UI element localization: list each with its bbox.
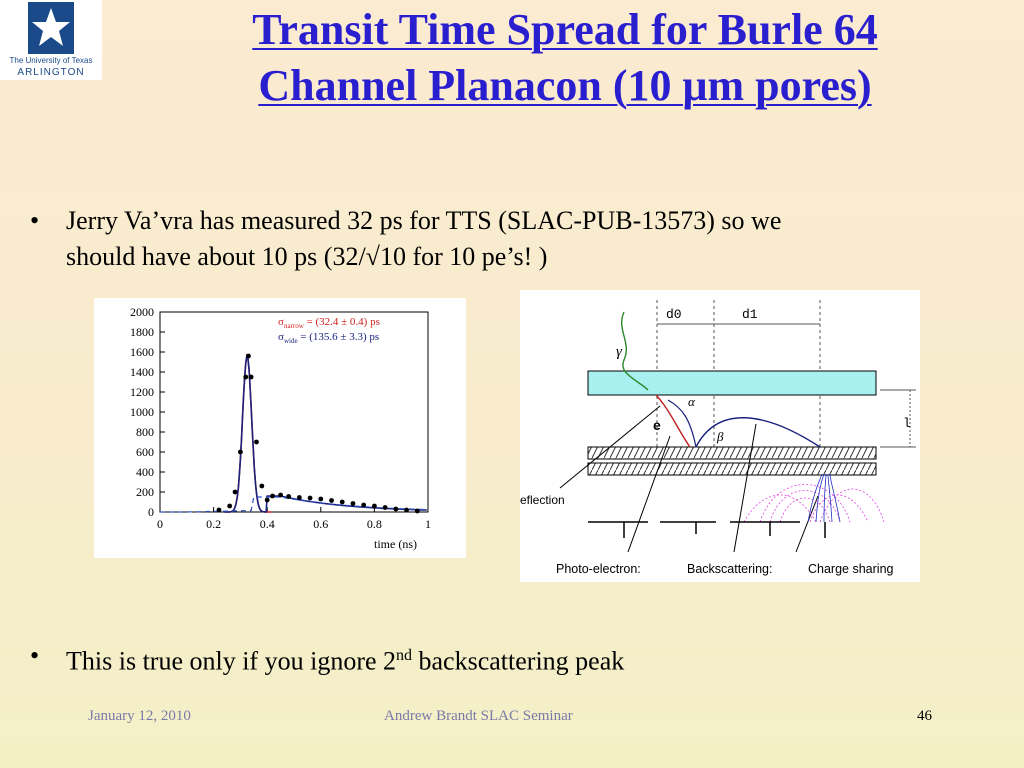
data-point <box>307 495 313 501</box>
pointer-line <box>627 435 671 553</box>
mcp-diagram: d0 d1 l γ α β e eflection Photo-electron… <box>520 290 920 582</box>
title-line1: Transit Time Spread for Burle 64 <box>252 5 878 54</box>
data-point <box>246 353 251 359</box>
bullet2-text: This is true only if you ignore 2nd back… <box>66 646 625 676</box>
data-point <box>259 483 265 489</box>
y-tick-label: 1600 <box>130 345 154 359</box>
bullet-dot: • <box>30 641 40 670</box>
footer-date: January 12, 2010 <box>88 708 191 724</box>
x-axis-label: time (ns) <box>374 537 417 551</box>
data-point <box>238 449 243 455</box>
data-point <box>254 439 259 445</box>
x-tick-label: 1 <box>425 517 431 531</box>
title-line2: Channel Planacon (10 μm pores) <box>258 61 872 110</box>
y-tick-label: 1400 <box>130 365 154 379</box>
data-point <box>227 503 233 509</box>
data-point <box>243 374 249 380</box>
x-tick-label: 0.8 <box>367 517 382 531</box>
y-tick-label: 800 <box>136 425 154 439</box>
total-fit-line <box>224 353 427 513</box>
data-point <box>296 495 302 500</box>
slide-number: 46 <box>917 708 932 724</box>
data-point <box>382 505 388 510</box>
photo-electron-label: Photo-electron: <box>556 562 641 576</box>
sigma-narrow-label: σnarrow = (32.4 ± 0.4) ps <box>278 316 380 330</box>
data-point <box>414 508 420 514</box>
wide-fit-line <box>160 496 426 513</box>
electron-path <box>655 394 691 448</box>
mcp-layer <box>587 446 877 460</box>
data-point <box>404 507 409 513</box>
data-point <box>270 493 275 499</box>
x-tick-label: 0.2 <box>206 517 221 531</box>
deflection-label: eflection <box>520 493 565 507</box>
logo-line2: ARLINGTON <box>17 67 85 78</box>
pointer-line <box>733 423 757 553</box>
x-tick-label: 0 <box>157 517 163 531</box>
data-point <box>278 492 283 498</box>
data-point <box>372 503 377 509</box>
y-tick-label: 1800 <box>130 325 154 339</box>
y-tick-label: 1000 <box>130 405 154 419</box>
bullet1-line1: Jerry Va’vra has measured 32 ps for TTS … <box>66 206 782 235</box>
y-tick-label: 1200 <box>130 385 154 399</box>
charge-cloud <box>743 484 885 523</box>
y-tick-label: 2000 <box>130 305 154 319</box>
l-label: l <box>903 416 911 431</box>
y-tick-label: 0 <box>148 505 154 519</box>
d1-label: d1 <box>742 307 758 322</box>
pointer-line <box>795 495 819 553</box>
y-tick-label: 600 <box>136 445 154 459</box>
x-tick-label: 0.6 <box>313 517 328 531</box>
bullet-dot: • <box>30 206 40 235</box>
data-point <box>216 507 222 513</box>
pointer-line <box>559 405 661 489</box>
electron-label: e <box>653 417 661 433</box>
bullet1-line2: should have about 10 ps (32/√10 for 10 p… <box>66 242 548 271</box>
beta-label: β <box>716 429 724 444</box>
d0-label: d0 <box>666 307 682 322</box>
backscatter-arc <box>695 417 821 448</box>
backscattering-label: Backscattering: <box>687 562 772 576</box>
data-point <box>248 374 254 380</box>
y-tick-label: 200 <box>136 485 154 499</box>
uta-logo: The University of Texas ARLINGTON <box>0 0 102 80</box>
data-point <box>318 496 324 502</box>
data-point <box>361 502 367 508</box>
gamma-label: γ <box>616 344 623 360</box>
charge-sharing-label: Charge sharing <box>808 562 894 576</box>
y-tick-label: 400 <box>136 465 154 479</box>
window <box>587 370 877 396</box>
footer-presenter: Andrew Brandt SLAC Seminar <box>384 708 573 724</box>
logo-line1: The University of Texas <box>9 56 93 65</box>
data-point <box>232 489 238 495</box>
data-point <box>264 497 270 503</box>
narrow-fit-line <box>224 353 272 513</box>
data-point <box>286 494 292 499</box>
star-icon <box>28 2 74 54</box>
x-tick-label: 0.4 <box>260 517 275 531</box>
charge-shower <box>807 473 841 523</box>
electron-path <box>667 399 697 448</box>
photon-path <box>621 311 649 391</box>
data-point <box>393 506 399 512</box>
data-point <box>350 501 356 506</box>
alpha-label: α <box>688 394 696 409</box>
data-point <box>339 499 345 505</box>
data-point <box>329 498 334 503</box>
backscatter-diagram: d0 d1 l γ α β e eflection Photo-electron… <box>520 300 916 576</box>
slide-title: Transit Time Spread for Burle 64 Channel… <box>110 2 1020 114</box>
mcp-layer <box>587 462 877 476</box>
sigma-wide-label: σwide = (135.6 ± 3.3) ps <box>278 331 379 345</box>
